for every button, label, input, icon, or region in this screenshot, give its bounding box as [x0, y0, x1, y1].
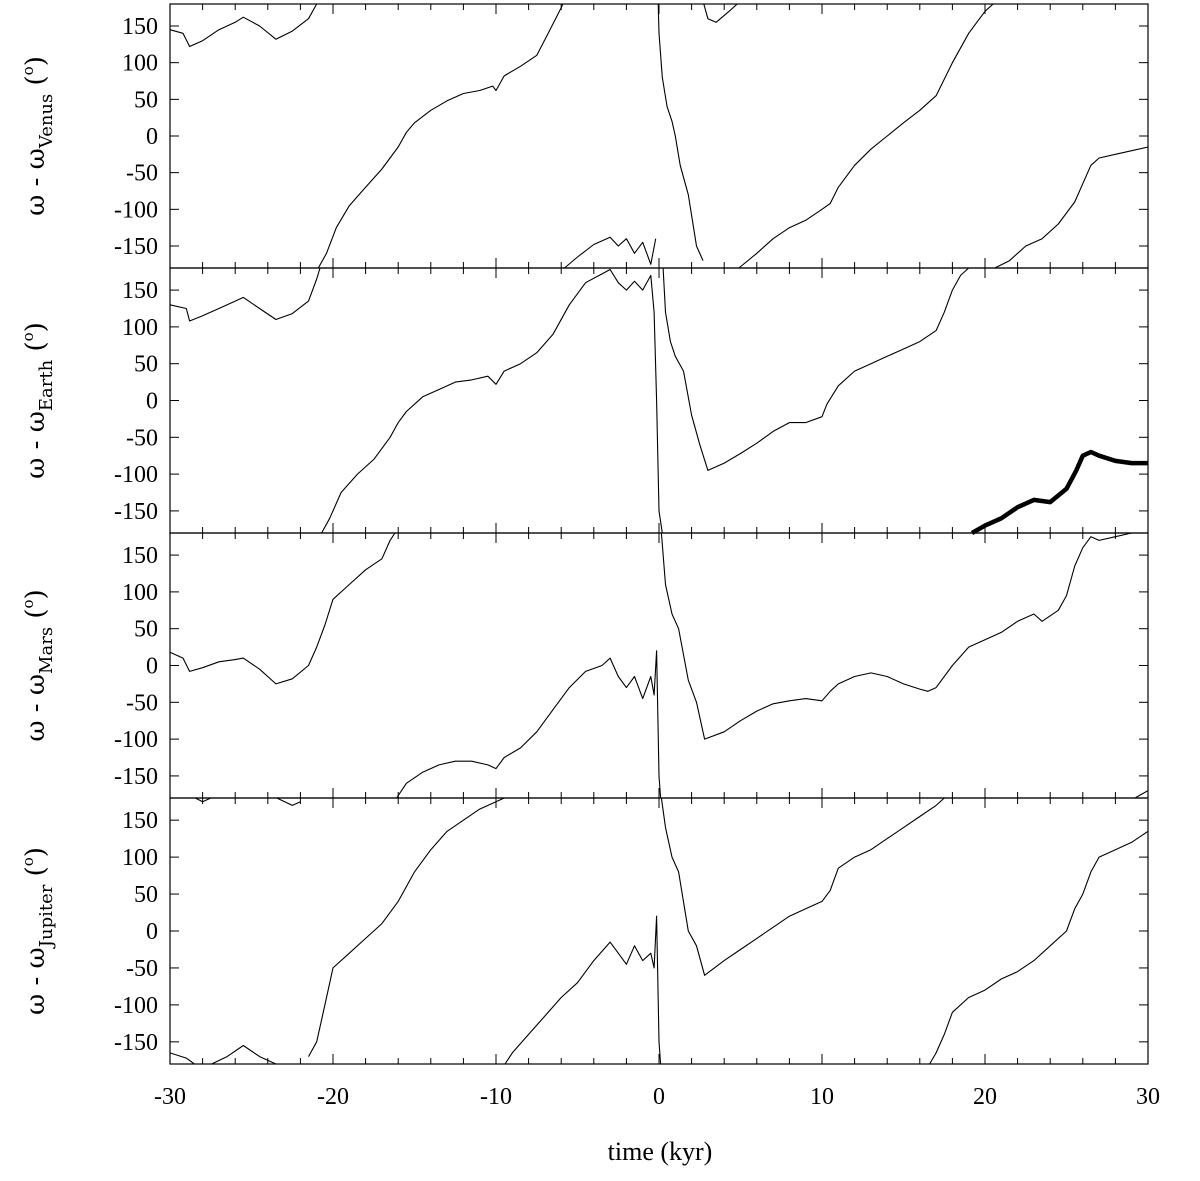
y-axis-title-unit-close: )	[21, 847, 51, 857]
y-tick-label: -50	[126, 161, 158, 187]
y-axis-title-unit-open: (	[21, 341, 51, 359]
y-tick-label: 50	[134, 882, 158, 908]
panel-earth: 150 100 50 0 -50 -100 -150 ω - ωEarth (o)	[19, 267, 1149, 535]
y-tick-label: -50	[126, 956, 158, 982]
y-axis-title-mars: ω - ωMars (o)	[19, 589, 57, 741]
x-axis: -30 -20 -10 0 10 20 30	[154, 1084, 1160, 1110]
y-tick-label: -50	[126, 690, 158, 716]
series-line-mars-0	[169, 532, 1132, 799]
y-axis-title-superscript: o	[19, 332, 37, 341]
series-line-mars-1	[1134, 790, 1149, 799]
y-axis-title-main: ω - ω	[21, 411, 51, 479]
y-tick-label: 100	[122, 580, 158, 606]
y-axis-title-superscript: o	[19, 857, 37, 866]
x-tick-label: 30	[1136, 1084, 1160, 1110]
panel-mars: 150 100 50 0 -50 -100 -150 ω - ωMars (o)	[19, 532, 1149, 799]
y-axis-title-superscript: o	[19, 599, 37, 608]
y-axis-title-jupiter: ω - ωJupiter (o)	[19, 847, 57, 1015]
y-tick-label: -100	[114, 197, 158, 223]
y-tick-label: 100	[122, 315, 158, 341]
x-axis-title: time (kyr)	[608, 1137, 713, 1166]
y-axis-title-unit-open: (	[21, 609, 51, 627]
y-tick-label: -150	[114, 234, 158, 260]
y-axis-title-main: ω - ω	[21, 148, 51, 216]
y-tick-label: -100	[114, 993, 158, 1019]
y-tick-label: -50	[126, 425, 158, 451]
x-tick-label: -20	[317, 1084, 349, 1110]
y-axis-title-superscript: o	[19, 66, 37, 75]
x-tick-label: 20	[973, 1084, 997, 1110]
y-tick-label: 0	[146, 389, 158, 415]
y-axis-title-unit-close: )	[21, 322, 51, 332]
y-tick-label: -100	[114, 462, 158, 488]
y-tick-label: 100	[122, 845, 158, 871]
y-axis-title-unit-close: )	[21, 56, 51, 66]
x-tick-label: 10	[810, 1084, 834, 1110]
y-tick-label: -150	[114, 1030, 158, 1056]
series-line-venus-0	[169, 3, 1149, 269]
y-tick-label: 150	[122, 14, 158, 40]
x-tick-label: 0	[653, 1084, 665, 1110]
y-axis-title-main: ω - ω	[21, 674, 51, 742]
y-tick-label: 150	[122, 278, 158, 304]
y-axis-title-venus: ω - ωVenus (o)	[19, 56, 57, 216]
x-tick-label: -30	[154, 1084, 186, 1110]
y-axis-title-subscript: Mars	[36, 627, 57, 674]
y-tick-label: 50	[134, 352, 158, 378]
y-axis-title-main: ω - ω	[21, 947, 51, 1015]
y-tick-label: 100	[122, 51, 158, 77]
y-axis-title-unit-open: (	[21, 75, 51, 93]
y-tick-label: 0	[146, 654, 158, 680]
y-tick-label: 0	[146, 124, 158, 150]
y-tick-label: 50	[134, 87, 158, 113]
series-line-earth-0	[169, 267, 970, 534]
y-tick-label: -150	[114, 764, 158, 790]
y-tick-label: 50	[134, 617, 158, 643]
y-tick-label: 150	[122, 808, 158, 834]
y-axis-title-subscript: Venus	[36, 94, 57, 149]
y-tick-label: 0	[146, 919, 158, 945]
y-axis-title-subscript: Jupiter	[36, 884, 57, 949]
series-line-earth-1	[970, 449, 1148, 535]
y-tick-label: -100	[114, 727, 158, 753]
y-tick-label: 150	[122, 543, 158, 569]
y-tick-label: -150	[114, 499, 158, 525]
panel-jupiter: 150 100 50 0 -50 -100 -150 ω - ωJupiter (o)	[19, 797, 1149, 1065]
series-line-jupiter-0	[169, 797, 1149, 1065]
y-axis-title-unit-close: )	[21, 589, 51, 599]
panel-frame	[169, 3, 1149, 269]
x-tick-label: -10	[480, 1084, 512, 1110]
y-axis-title-earth: ω - ωEarth (o)	[19, 322, 57, 479]
y-axis-title-unit-open: (	[21, 866, 51, 884]
y-axis-title-subscript: Earth	[36, 359, 57, 411]
panel-venus: 150 100 50 0 -50 -100 -150 ω - ωVenus (o)	[19, 3, 1149, 269]
